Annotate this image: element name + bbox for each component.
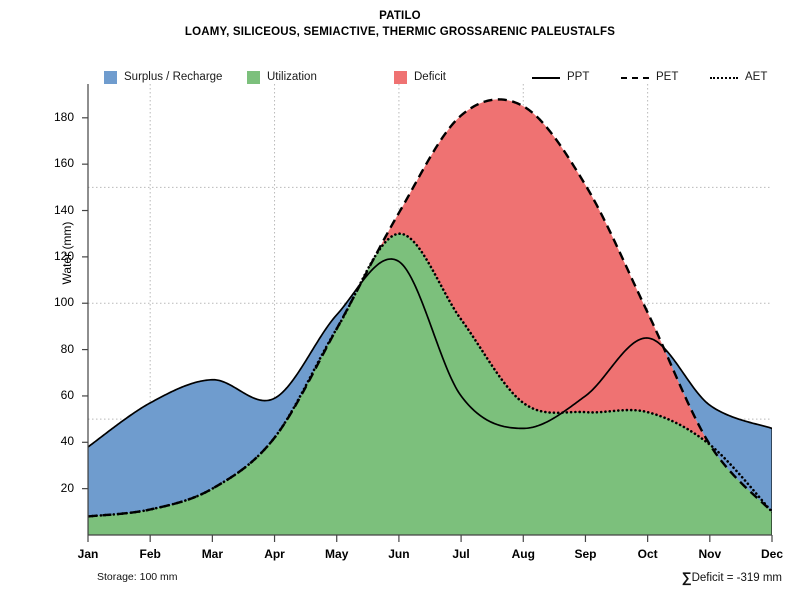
legend-label-ppt: PPT	[567, 71, 590, 83]
legend-label-aet: AET	[745, 71, 768, 83]
surplus-color-swatch	[104, 70, 117, 84]
legend-label-deficit: Deficit	[414, 71, 446, 83]
y-axis-tick-140: 140	[53, 202, 74, 217]
x-axis-tick-jun: Jun	[388, 547, 410, 561]
legend-item-aet: AET	[710, 68, 767, 86]
legend-item-pet: PET	[621, 68, 678, 86]
legend-label-pet: PET	[656, 71, 679, 83]
x-axis-tick-aug: Aug	[511, 547, 535, 561]
storage-annotation: Storage: 100 mm	[97, 571, 178, 583]
legend-item-surplus: Surplus / Recharge	[104, 68, 222, 86]
legend-item-ppt: PPT	[532, 68, 589, 86]
x-axis-tick-sep: Sep	[574, 547, 597, 561]
legend-item-deficit: Deficit	[394, 68, 446, 86]
chart-title-block: PATILO LOAMY, SILICEOUS, SEMIACTIVE, THE…	[0, 8, 800, 40]
y-axis-tick-160: 160	[53, 156, 74, 171]
legend-item-utilization: Utilization	[247, 68, 317, 86]
x-axis-tick-jan: Jan	[77, 547, 99, 561]
deficit-color-swatch	[394, 70, 407, 84]
pet-line-sample-icon	[621, 71, 649, 84]
x-axis-tick-nov: Nov	[698, 547, 722, 561]
chart-legend: Surplus / Recharge Utilization Deficit P…	[104, 68, 767, 86]
y-axis-tick-60: 60	[60, 387, 74, 402]
legend-label-surplus: Surplus / Recharge	[124, 71, 223, 83]
x-axis-tick-dec: Dec	[760, 547, 783, 561]
y-axis-tick-120: 120	[53, 248, 74, 263]
deficit-annotation: ∑Deficit = -319 mm	[682, 569, 782, 585]
x-axis-tick-mar: Mar	[201, 547, 224, 561]
x-axis-tick-apr: Apr	[264, 547, 285, 561]
y-axis-tick-20: 20	[60, 480, 74, 495]
x-axis-tick-feb: Feb	[139, 547, 161, 561]
ppt-line-sample-icon	[532, 71, 560, 84]
y-axis-tick-180: 180	[53, 109, 74, 124]
y-axis-tick-40: 40	[60, 434, 74, 449]
y-axis-tick-100: 100	[53, 295, 74, 310]
x-axis-tick-may: May	[325, 547, 349, 561]
chart-subtitle: LOAMY, SILICEOUS, SEMIACTIVE, THERMIC GR…	[184, 26, 616, 38]
sigma-icon: ∑	[681, 569, 692, 585]
aet-line-sample-icon	[710, 71, 738, 84]
x-axis-tick-jul: Jul	[452, 547, 470, 561]
y-axis-tick-80: 80	[60, 341, 74, 356]
utilization-color-swatch	[247, 70, 260, 84]
chart-title: PATILO	[379, 10, 421, 22]
deficit-annotation-text: Deficit = -319 mm	[691, 572, 782, 584]
legend-label-utilization: Utilization	[267, 71, 317, 83]
x-axis-tick-oct: Oct	[637, 547, 658, 561]
